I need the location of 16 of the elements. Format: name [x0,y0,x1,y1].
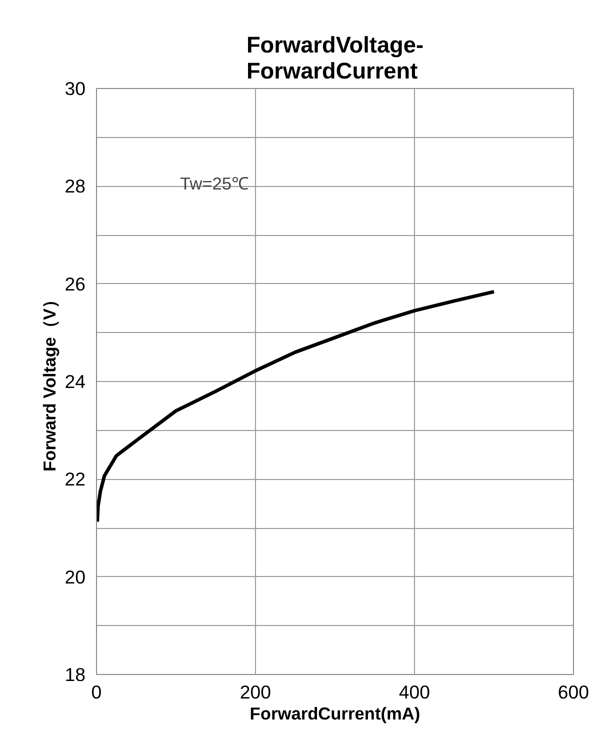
annotation: Tw=25℃ [180,174,249,194]
x-tick-label: 600 [558,682,590,702]
x-tick-label: 200 [240,682,272,702]
y-axis-title: Forward Voltage（V） [40,291,60,472]
y-tick-label: 20 [64,566,86,588]
chart-title: ForwardVoltage- ForwardCurrent [246,32,424,84]
y-tick-label: 18 [64,664,86,685]
x-tick-label: 400 [398,682,430,702]
line-series [96,290,496,524]
x-tick-label: 0 [91,682,102,702]
y-tick-label: 24 [64,371,86,392]
x-axis-title: ForwardCurrent(mA) [250,704,420,724]
y-tick-label: 28 [64,176,86,197]
y-tick-label: 30 [64,78,86,99]
y-tick-label: 26 [64,273,86,294]
y-tick-label: 22 [64,468,86,490]
